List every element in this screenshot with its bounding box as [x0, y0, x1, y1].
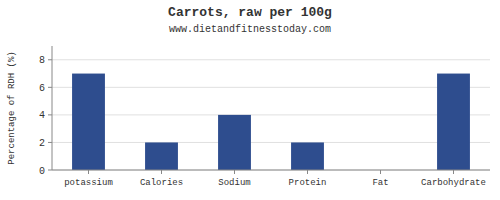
x-tick: [380, 170, 381, 174]
x-tick-label: Protein: [289, 178, 327, 188]
grid-line: [52, 170, 490, 171]
x-tick: [307, 170, 308, 174]
y-tick: [48, 114, 52, 115]
bar: [291, 142, 324, 170]
x-tick: [161, 170, 162, 174]
chart: Carrots, raw per 100g www.dietandfitnesst…: [0, 0, 500, 200]
y-tick: [48, 59, 52, 60]
bars: [72, 74, 470, 170]
y-tick-label: 8: [39, 55, 45, 66]
x-tick-label: Sodium: [218, 178, 250, 188]
title: Carrots, raw per 100g: [168, 5, 332, 20]
grid-line: [52, 87, 490, 88]
x-axis-line: [52, 170, 490, 171]
x-tick-label: Carbohydrate: [421, 178, 486, 188]
y-tick-label: 0: [39, 166, 45, 177]
x-tick-label: Calories: [140, 178, 183, 188]
grid-line: [52, 114, 490, 115]
bar: [72, 74, 105, 170]
y-tick: [48, 142, 52, 143]
grid-line: [52, 59, 490, 60]
grid: [52, 60, 490, 170]
y-tick: [48, 87, 52, 88]
bar: [218, 115, 251, 170]
y-tick-label: 6: [39, 83, 45, 94]
y-tick-label: 2: [39, 138, 45, 149]
y-axis-label: Percentage of RDH (%): [7, 51, 17, 164]
y-axis-line: [52, 46, 53, 170]
y-tick-label: 4: [39, 110, 45, 121]
y-tick: [48, 170, 52, 171]
x-tick: [234, 170, 235, 174]
x-tick-label: Fat: [372, 178, 388, 188]
x-tick: [88, 170, 89, 174]
x-tick-label: potassium: [64, 178, 113, 188]
grid-line: [52, 142, 490, 143]
x-tick: [453, 170, 454, 174]
subtitle: www.dietandfitnesstoday.com: [169, 24, 331, 35]
bar: [145, 142, 178, 170]
bar: [437, 74, 470, 170]
